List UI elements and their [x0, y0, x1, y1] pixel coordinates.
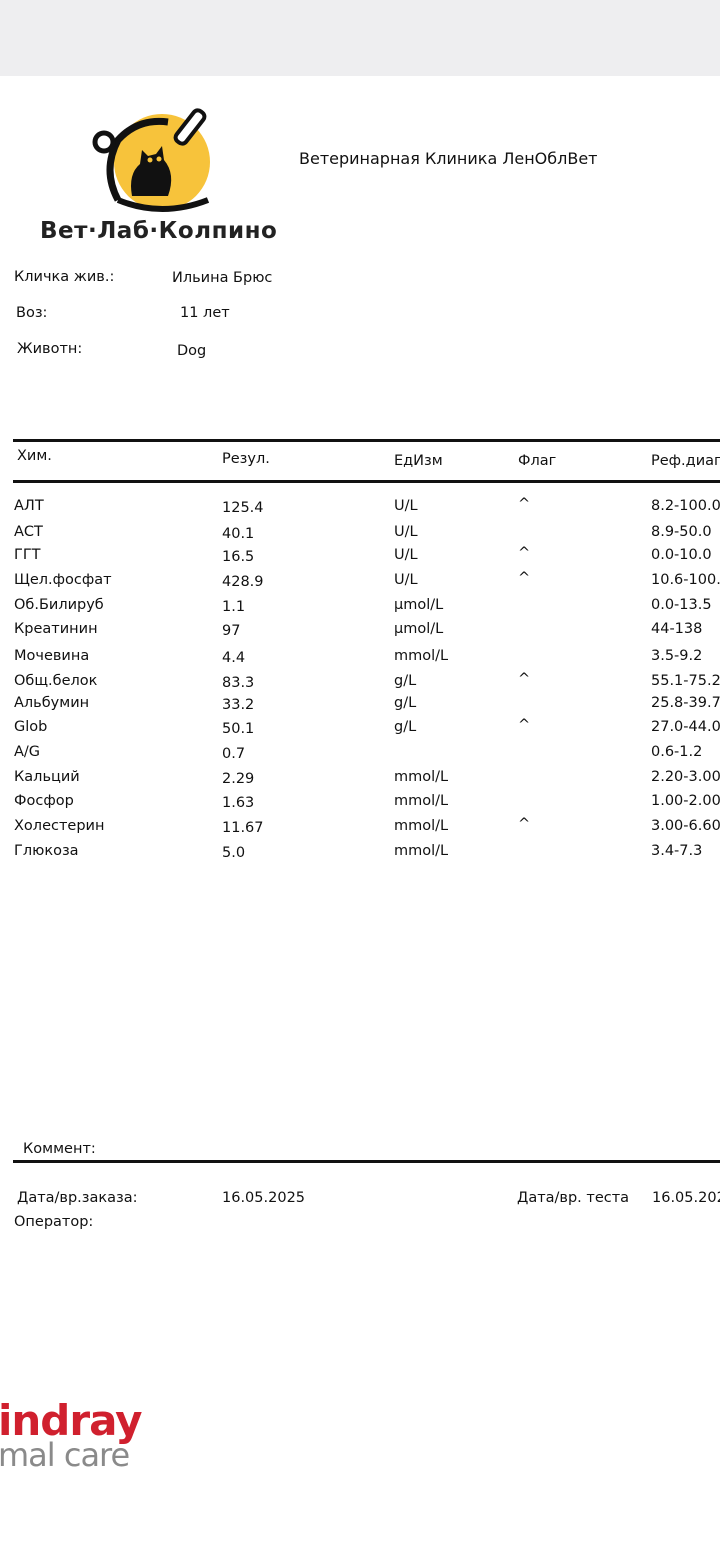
reference-range: 0.0-10.0 — [651, 547, 712, 563]
flag: ^ — [518, 570, 531, 586]
logo-base — [116, 197, 210, 212]
logo-tube — [173, 108, 207, 146]
field-label: Кличка жив.: — [14, 269, 115, 285]
table-rule — [13, 480, 720, 483]
reference-range: 25.8-39.7 — [651, 695, 720, 711]
result: 125.4 — [222, 500, 264, 516]
unit: mmol/L — [394, 769, 449, 785]
reference-range: 0.6-1.2 — [651, 744, 703, 760]
test-name: Общ.белок — [14, 673, 98, 689]
reference-range: 0.0-13.5 — [651, 597, 712, 613]
result: 16.5 — [222, 549, 255, 565]
field-label: Оператор: — [14, 1214, 94, 1230]
unit: U/L — [394, 572, 418, 588]
result: 97 — [222, 623, 241, 639]
top-bar — [0, 0, 720, 76]
test-name: АСТ — [14, 524, 43, 540]
result: 2.29 — [222, 771, 255, 787]
reference-range: 44-138 — [651, 621, 703, 637]
result: 33.2 — [222, 697, 255, 713]
result: 83.3 — [222, 675, 255, 691]
test-name: Альбумин — [14, 695, 90, 711]
clinic-name: Ветеринарная Клиника ЛенОблВет — [299, 149, 598, 168]
reference-range: 8.9-50.0 — [651, 524, 712, 540]
column-header: ЕдИзм — [394, 453, 443, 469]
reference-range: 55.1-75.2 — [651, 673, 720, 689]
column-header: Резул. — [222, 451, 270, 467]
result: 50.1 — [222, 721, 255, 737]
column-header: Реф.диап — [651, 453, 720, 469]
unit: mmol/L — [394, 793, 449, 809]
test-name: Холестерин — [14, 818, 105, 834]
result: 428.9 — [222, 574, 264, 590]
column-header: Хим. — [17, 448, 52, 464]
field-label: Животн: — [17, 341, 83, 357]
reference-range: 3.00-6.60 — [651, 818, 720, 834]
logo-graphic — [92, 108, 210, 212]
field-value: 16.05.2025 — [222, 1190, 306, 1206]
unit: U/L — [394, 498, 418, 514]
reference-range: 3.4-7.3 — [651, 843, 703, 859]
reference-range: 8.2-100.0 — [651, 498, 720, 514]
comment-label: Коммент: — [23, 1141, 96, 1157]
test-name: Об.Билируб — [14, 597, 104, 613]
flag: ^ — [518, 717, 531, 733]
flag: ^ — [518, 496, 531, 512]
test-name: Креатинин — [14, 621, 98, 637]
unit: mmol/L — [394, 843, 449, 859]
field-label: Воз: — [16, 305, 48, 321]
footer-rule — [13, 1160, 720, 1163]
result: 40.1 — [222, 526, 255, 542]
test-name: Щел.фосфат — [14, 572, 112, 588]
brand-name: indray — [0, 1396, 143, 1445]
unit: µmol/L — [394, 621, 444, 637]
table-rule — [13, 439, 720, 442]
reference-range: 1.00-2.00 — [651, 793, 720, 809]
brand-tagline: mal care — [0, 1436, 130, 1474]
field-value: 11 лет — [180, 305, 230, 321]
flag: ^ — [518, 671, 531, 687]
test-name: ГГТ — [14, 547, 41, 563]
field-value: Ильина Брюс — [172, 270, 273, 286]
test-name: Фосфор — [14, 793, 74, 809]
unit: U/L — [394, 524, 418, 540]
flag: ^ — [518, 816, 531, 832]
unit: g/L — [394, 719, 417, 735]
flag: ^ — [518, 545, 531, 561]
field-label: Дата/вр. теста — [517, 1190, 630, 1206]
test-name: Glob — [14, 719, 48, 735]
logo-eye — [147, 157, 153, 163]
unit: U/L — [394, 547, 418, 563]
unit: µmol/L — [394, 597, 444, 613]
result: 1.1 — [222, 599, 246, 615]
unit: g/L — [394, 673, 417, 689]
test-name: Мочевина — [14, 648, 90, 664]
logo-knob — [92, 130, 116, 154]
field-value: Dog — [177, 343, 207, 359]
field-label: Дата/вр.заказа: — [17, 1190, 138, 1206]
result: 1.63 — [222, 795, 255, 811]
logo-eye — [156, 156, 162, 162]
reference-range: 2.20-3.00 — [651, 769, 720, 785]
reference-range: 10.6-100. — [651, 572, 720, 588]
reference-range: 3.5-9.2 — [651, 648, 703, 664]
result: 0.7 — [222, 746, 246, 762]
unit: mmol/L — [394, 648, 449, 664]
test-name: Глюкоза — [14, 843, 79, 859]
field-value: 16.05.202 — [652, 1190, 720, 1206]
logo-text: Вет·Лаб·Колпино — [40, 218, 278, 244]
test-name: Кальций — [14, 769, 80, 785]
test-name: A/G — [14, 744, 41, 760]
column-header: Флаг — [518, 453, 557, 469]
result: 4.4 — [222, 650, 246, 666]
test-name: АЛТ — [14, 498, 44, 514]
reference-range: 27.0-44.0 — [651, 719, 720, 735]
result: 11.67 — [222, 820, 264, 836]
unit: mmol/L — [394, 818, 449, 834]
result: 5.0 — [222, 845, 246, 861]
unit: g/L — [394, 695, 417, 711]
logo-ring — [106, 117, 169, 202]
